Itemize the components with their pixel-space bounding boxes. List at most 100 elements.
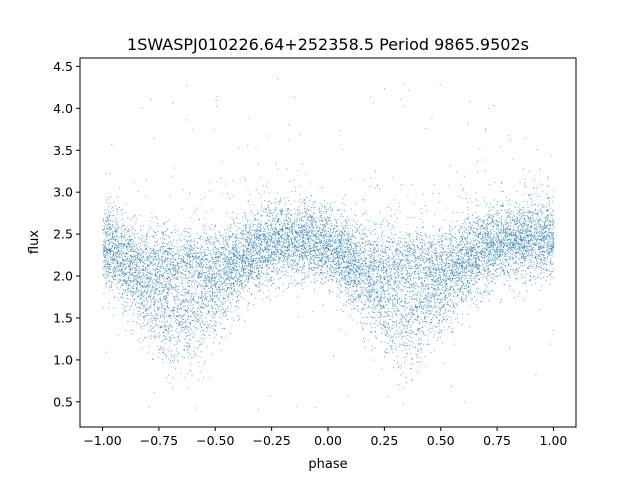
data-point <box>185 264 187 266</box>
data-point <box>147 271 149 273</box>
data-point <box>146 315 148 316</box>
data-point <box>449 265 451 267</box>
data-point <box>182 306 184 308</box>
data-point <box>247 242 249 244</box>
data-point <box>516 239 518 240</box>
data-point <box>137 274 139 276</box>
data-point <box>290 203 292 205</box>
data-point <box>538 247 539 249</box>
data-point <box>386 331 388 333</box>
data-point <box>150 298 152 300</box>
data-point <box>423 308 425 310</box>
data-point <box>361 275 363 277</box>
data-point <box>530 225 532 226</box>
data-point <box>170 285 172 287</box>
data-point <box>503 274 505 276</box>
data-point <box>146 278 148 279</box>
data-point <box>453 212 454 214</box>
data-point <box>530 245 531 247</box>
data-point <box>532 249 534 250</box>
data-point <box>270 262 271 264</box>
data-point <box>135 270 137 272</box>
data-point <box>434 265 436 267</box>
data-point <box>163 239 165 241</box>
data-point <box>252 263 254 265</box>
data-point <box>446 318 448 320</box>
data-point <box>468 286 470 287</box>
data-point <box>156 318 158 320</box>
data-point <box>358 267 360 268</box>
data-point <box>181 294 183 296</box>
data-point <box>499 302 501 303</box>
data-point <box>421 277 423 279</box>
data-point <box>169 285 171 287</box>
data-point <box>541 251 543 253</box>
data-point <box>200 285 201 287</box>
data-point <box>548 235 550 237</box>
data-point <box>514 229 515 231</box>
data-point <box>334 252 336 254</box>
data-point <box>190 357 192 359</box>
data-point <box>275 227 276 228</box>
data-point <box>187 241 189 243</box>
data-point <box>467 201 469 203</box>
data-point <box>303 234 304 235</box>
data-point <box>253 234 255 236</box>
data-point <box>198 273 200 274</box>
data-point <box>229 280 230 281</box>
data-point <box>487 291 489 293</box>
data-point <box>170 323 172 325</box>
data-point <box>247 264 249 266</box>
data-point <box>226 273 228 275</box>
data-point <box>277 272 279 274</box>
data-point <box>547 220 549 222</box>
data-point <box>247 251 249 253</box>
data-point <box>366 278 368 280</box>
data-point <box>321 259 323 261</box>
data-point <box>210 256 212 258</box>
data-point <box>515 224 517 226</box>
data-point <box>385 335 387 337</box>
data-point <box>380 308 382 309</box>
data-point <box>347 257 349 259</box>
data-point <box>261 298 263 300</box>
data-point <box>543 236 545 237</box>
data-point <box>226 227 228 229</box>
data-point <box>384 294 385 295</box>
data-point <box>142 250 144 252</box>
data-point <box>310 238 312 240</box>
data-point <box>379 278 381 280</box>
data-point <box>111 247 113 249</box>
data-point <box>484 170 486 172</box>
data-point <box>185 275 186 276</box>
data-point <box>474 266 475 268</box>
data-point <box>255 257 257 259</box>
data-point <box>461 271 463 273</box>
data-point <box>362 198 364 200</box>
data-point <box>430 245 432 247</box>
data-point <box>290 227 292 229</box>
data-point <box>388 281 390 282</box>
data-point <box>125 266 127 268</box>
data-point <box>258 281 260 283</box>
data-point <box>490 265 492 267</box>
data-point <box>266 208 267 210</box>
data-point <box>431 307 433 309</box>
data-point <box>316 236 317 238</box>
data-point <box>150 338 152 340</box>
data-point <box>529 221 531 223</box>
data-point <box>233 288 235 290</box>
data-point <box>416 236 417 237</box>
data-point <box>545 219 547 221</box>
data-point <box>178 324 180 326</box>
data-point <box>112 210 114 212</box>
data-point <box>296 263 298 265</box>
data-point <box>419 239 421 241</box>
data-point <box>461 267 463 269</box>
data-point <box>458 275 460 277</box>
data-point <box>285 219 287 221</box>
data-point <box>431 297 433 298</box>
data-point <box>528 251 530 253</box>
data-point <box>530 279 531 281</box>
data-point <box>166 287 168 289</box>
